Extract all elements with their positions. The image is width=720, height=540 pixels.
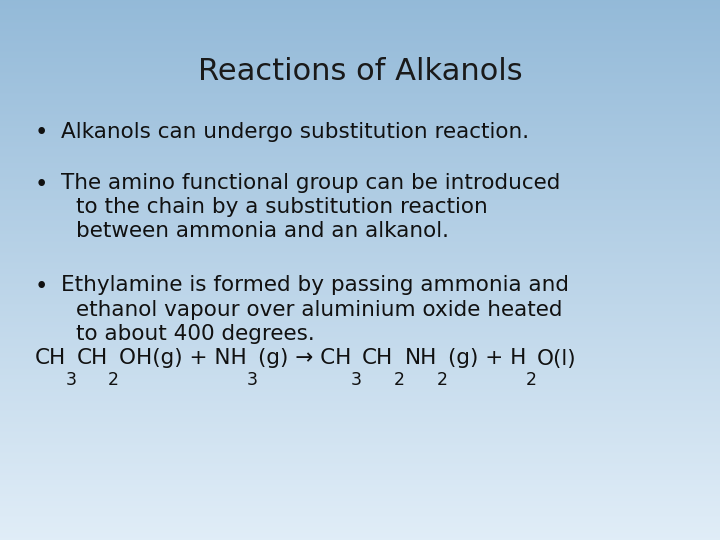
Text: •: • <box>35 275 48 299</box>
Text: CH: CH <box>77 348 108 368</box>
Text: The amino functional group can be introduced: The amino functional group can be introd… <box>61 173 561 193</box>
Text: •: • <box>35 122 48 145</box>
Text: O(l): O(l) <box>537 348 577 368</box>
Text: 2: 2 <box>526 371 537 389</box>
Text: CH: CH <box>362 348 393 368</box>
Text: NH: NH <box>405 348 437 368</box>
Text: 2: 2 <box>108 371 119 389</box>
Text: CH: CH <box>35 348 66 368</box>
Text: 3: 3 <box>247 371 258 389</box>
Text: to the chain by a substitution reaction: to the chain by a substitution reaction <box>76 197 487 217</box>
Text: 2: 2 <box>437 371 448 389</box>
Text: to about 400 degrees.: to about 400 degrees. <box>76 324 315 344</box>
Text: 2: 2 <box>393 371 405 389</box>
Text: Alkanols can undergo substitution reaction.: Alkanols can undergo substitution reacti… <box>61 122 529 141</box>
Text: 3: 3 <box>351 371 362 389</box>
Text: 3: 3 <box>66 371 77 389</box>
Text: OH(g) + NH: OH(g) + NH <box>119 348 247 368</box>
Text: ethanol vapour over aluminium oxide heated: ethanol vapour over aluminium oxide heat… <box>76 300 562 320</box>
Text: Reactions of Alkanols: Reactions of Alkanols <box>198 57 522 86</box>
Text: (g) → CH: (g) → CH <box>258 348 351 368</box>
Text: •: • <box>35 173 48 196</box>
Text: between ammonia and an alkanol.: between ammonia and an alkanol. <box>76 221 449 241</box>
Text: (g) + H: (g) + H <box>448 348 526 368</box>
Text: Ethylamine is formed by passing ammonia and: Ethylamine is formed by passing ammonia … <box>61 275 570 295</box>
